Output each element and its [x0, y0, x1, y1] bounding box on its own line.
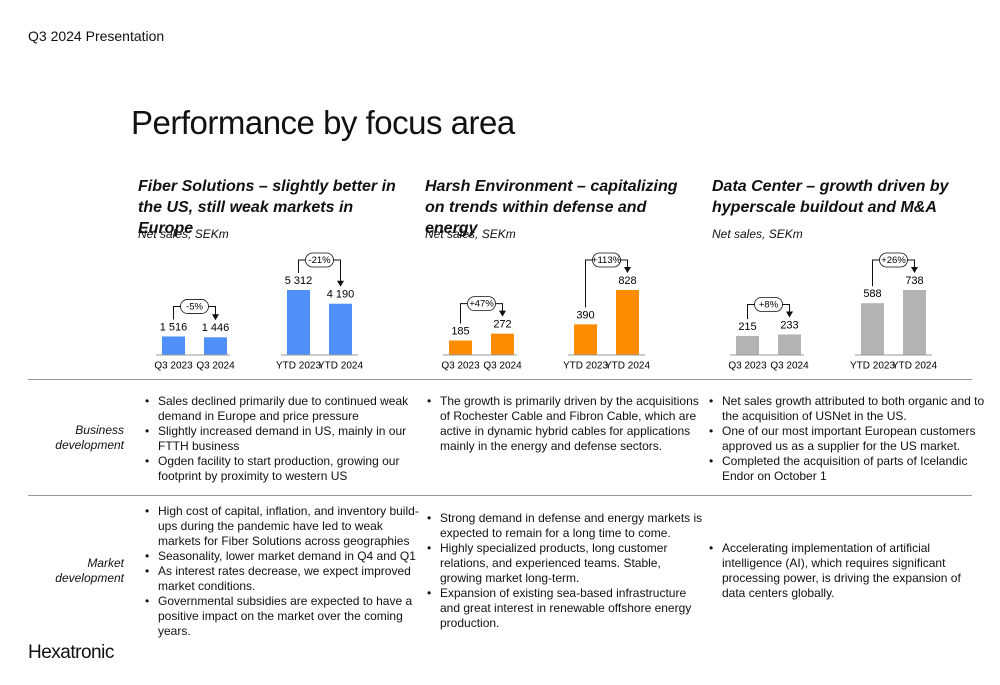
change-pill	[467, 296, 496, 312]
bar	[736, 336, 759, 355]
x-tick-label: YTD 2024	[892, 361, 937, 372]
x-tick-label: Q3 2024	[483, 361, 522, 372]
bullet: High cost of capital, inflation, and inv…	[145, 504, 423, 549]
bullet: One of our most important European custo…	[709, 424, 987, 454]
chart-title: Harsh Environment – capitalizing on tren…	[425, 178, 678, 237]
chart-subtitle: Net sales, SEKm	[138, 227, 229, 241]
bar	[616, 290, 639, 355]
bar	[287, 290, 310, 355]
divider	[28, 379, 972, 380]
bullet: Highly specialized products, long custom…	[427, 541, 705, 586]
bar	[574, 324, 597, 355]
bar	[204, 337, 227, 355]
change-pill	[754, 297, 783, 312]
x-tick-label: YTD 2024	[605, 361, 650, 372]
bullet: Slightly increased demand in US, mainly …	[145, 424, 423, 454]
x-tick-label: YTD 2023	[850, 361, 895, 372]
cell: Strong demand in defense and energy mark…	[427, 510, 705, 632]
value-label: 215	[738, 321, 756, 333]
cell: High cost of capital, inflation, and inv…	[145, 504, 423, 638]
bullet: Ogden facility to start production, grow…	[145, 454, 423, 484]
bar	[903, 290, 926, 355]
chart-title: Fiber Solutions – slightly better in the…	[138, 178, 396, 237]
cell: Accelerating implementation of artificia…	[709, 510, 987, 632]
value-label: 588	[863, 288, 881, 300]
slide-title: Performance by focus area	[131, 104, 515, 141]
change-pill	[305, 252, 334, 268]
change-pill	[879, 252, 908, 268]
bar	[491, 333, 514, 355]
bar	[778, 334, 801, 355]
value-label: 233	[780, 319, 798, 331]
change-label: +47%	[469, 299, 494, 310]
header: Q3 2024 Presentation	[28, 28, 165, 44]
x-tick-label: Q3 2023	[154, 361, 193, 372]
bar	[162, 336, 185, 355]
chart-title: Data Center – growth driven by hyperscal…	[712, 178, 949, 216]
change-label: -5%	[186, 301, 203, 312]
bullet: As interest rates decrease, we expect im…	[145, 564, 423, 594]
cell: The growth is primarily driven by the ac…	[427, 394, 705, 481]
value-label: 185	[451, 325, 469, 337]
logo: Hexatronic	[28, 642, 114, 663]
bullet: Expansion of existing sea-based infrastr…	[427, 586, 705, 631]
change-label: +8%	[759, 299, 779, 310]
value-label: 1 446	[202, 322, 230, 334]
x-tick-label: Q3 2024	[196, 361, 235, 372]
divider	[28, 495, 972, 496]
arrow-head	[786, 311, 793, 318]
change-label: +26%	[881, 255, 906, 266]
bar	[449, 340, 472, 355]
x-tick-label: Q3 2023	[441, 361, 480, 372]
arrow-head	[499, 310, 506, 317]
bullet: Seasonality, lower market demand in Q4 a…	[145, 549, 423, 564]
x-tick-label: Q3 2023	[728, 361, 767, 372]
change-pill	[180, 299, 209, 314]
chart-subtitle: Net sales, SEKm	[425, 227, 516, 241]
value-label: 4 190	[327, 289, 355, 301]
arrow-head	[337, 280, 344, 287]
change-pill	[592, 252, 621, 268]
bullet: Governmental subsidies are expected to h…	[145, 594, 423, 639]
x-tick-label: YTD 2024	[318, 361, 363, 372]
bar	[329, 303, 352, 355]
bullet: Accelerating implementation of artificia…	[709, 541, 987, 601]
bar	[861, 303, 884, 355]
arrow-head	[624, 267, 631, 273]
x-tick-label: Q3 2024	[770, 361, 809, 372]
change-label: -21%	[308, 255, 331, 266]
value-label: 272	[493, 319, 511, 331]
value-label: 5 312	[285, 275, 313, 287]
value-label: 828	[618, 275, 636, 287]
x-tick-label: YTD 2023	[276, 361, 321, 372]
cell: Net sales growth attributed to both orga…	[709, 394, 987, 484]
value-label: 1 516	[160, 321, 188, 333]
value-label: 738	[905, 275, 923, 287]
arrow-head	[212, 314, 219, 321]
row-label: Market development	[55, 556, 124, 585]
row-label: Business development	[55, 422, 124, 452]
chart-subtitle: Net sales, SEKm	[712, 227, 803, 241]
bullet: Strong demand in defense and energy mark…	[427, 511, 705, 541]
x-tick-label: YTD 2023	[563, 361, 608, 372]
bullet: Net sales growth attributed to both orga…	[709, 394, 987, 424]
change-label: +113%	[592, 255, 622, 266]
bullet: Sales declined primarily due to continue…	[145, 394, 423, 424]
bullet: The growth is primarily driven by the ac…	[427, 394, 705, 454]
value-label: 390	[576, 309, 594, 321]
arrow-head	[911, 267, 918, 273]
bullet: Completed the acquisition of parts of Ic…	[709, 454, 987, 484]
cell: Sales declined primarily due to continue…	[145, 394, 423, 484]
